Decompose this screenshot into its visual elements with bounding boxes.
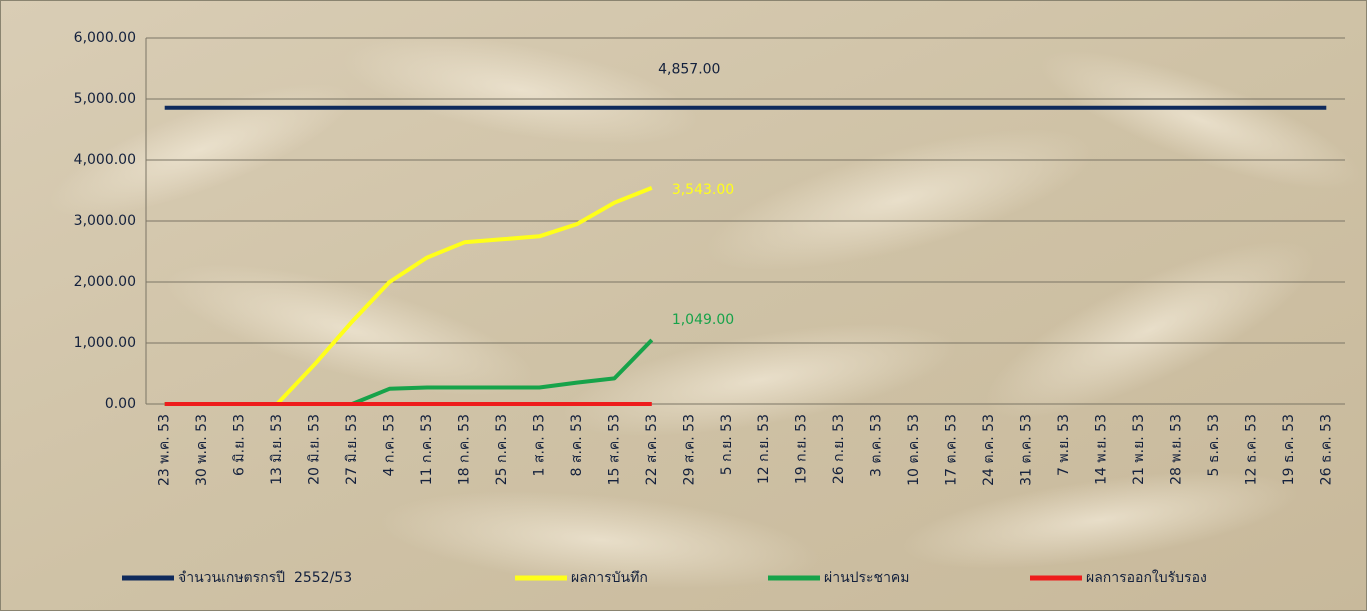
x-tick-label: 30 พ.ค. 53 <box>194 414 210 486</box>
x-tick-label: 14 พ.ย. 53 <box>1093 414 1109 485</box>
x-tick-label: 26 ก.ย. 53 <box>831 414 847 484</box>
x-tick-label: 12 ก.ย. 53 <box>756 414 772 484</box>
y-tick-label: 2,000.00 <box>74 274 136 290</box>
y-tick-label: 0.00 <box>105 396 136 412</box>
y-tick-label: 4,000.00 <box>74 152 136 168</box>
y-tick-label: 1,000.00 <box>74 335 136 351</box>
x-tick-label: 13 มิ.ย. 53 <box>269 414 285 485</box>
y-tick-label: 6,000.00 <box>74 30 136 46</box>
background-texture <box>49 35 1361 589</box>
data-label: 1,049.00 <box>672 312 734 328</box>
x-tick-label: 5 ก.ย. 53 <box>719 414 735 475</box>
x-tick-label: 19 ธ.ค. 53 <box>1281 414 1297 485</box>
x-tick-label: 11 ก.ค. 53 <box>419 414 435 485</box>
x-tick-label: 23 พ.ค. 53 <box>157 414 173 486</box>
y-tick-label: 3,000.00 <box>74 213 136 229</box>
x-tick-label: 6 มิ.ย. 53 <box>232 414 248 476</box>
x-tick-label: 4 ก.ค. 53 <box>382 414 398 476</box>
x-tick-label: 21 พ.ย. 53 <box>1131 414 1147 485</box>
x-tick-label: 25 ก.ค. 53 <box>494 414 510 485</box>
x-tick-label: 7 พ.ย. 53 <box>1056 414 1072 476</box>
x-tick-label: 8 ส.ค. 53 <box>569 414 585 476</box>
x-tick-label: 19 ก.ย. 53 <box>794 414 810 484</box>
x-tick-label: 31 ต.ค. 53 <box>1019 414 1035 486</box>
x-tick-label: 20 มิ.ย. 53 <box>307 414 323 485</box>
x-tick-label: 15 ส.ค. 53 <box>606 414 622 485</box>
x-tick-label: 26 ธ.ค. 53 <box>1318 414 1334 485</box>
x-tick-label: 10 ต.ค. 53 <box>906 414 922 486</box>
y-tick-label: 5,000.00 <box>74 91 136 107</box>
x-tick-label: 17 ต.ค. 53 <box>944 414 960 486</box>
x-tick-label: 12 ธ.ค. 53 <box>1243 414 1259 485</box>
x-tick-label: 29 ส.ค. 53 <box>681 414 697 485</box>
data-label: 3,543.00 <box>672 182 734 198</box>
x-tick-label: 1 ส.ค. 53 <box>531 414 547 476</box>
x-tick-label: 24 ต.ค. 53 <box>981 414 997 486</box>
legend-label: จำนวนเกษตรกรปี 2552/53 <box>178 570 352 586</box>
data-label: 4,857.00 <box>658 62 720 78</box>
x-tick-label: 27 มิ.ย. 53 <box>344 414 360 485</box>
legend-label: ผลการออกใบรับรอง <box>1086 569 1207 586</box>
x-tick-label: 3 ต.ค. 53 <box>869 414 885 477</box>
legend-label: ผ่านประชาคม <box>824 570 910 586</box>
x-tick-label: 22 ส.ค. 53 <box>644 414 660 485</box>
legend-label: ผลการบันทึก <box>571 570 648 586</box>
x-tick-label: 28 พ.ย. 53 <box>1168 414 1184 485</box>
x-tick-label: 18 ก.ค. 53 <box>456 414 472 485</box>
x-tick-label: 5 ธ.ค. 53 <box>1206 414 1222 476</box>
